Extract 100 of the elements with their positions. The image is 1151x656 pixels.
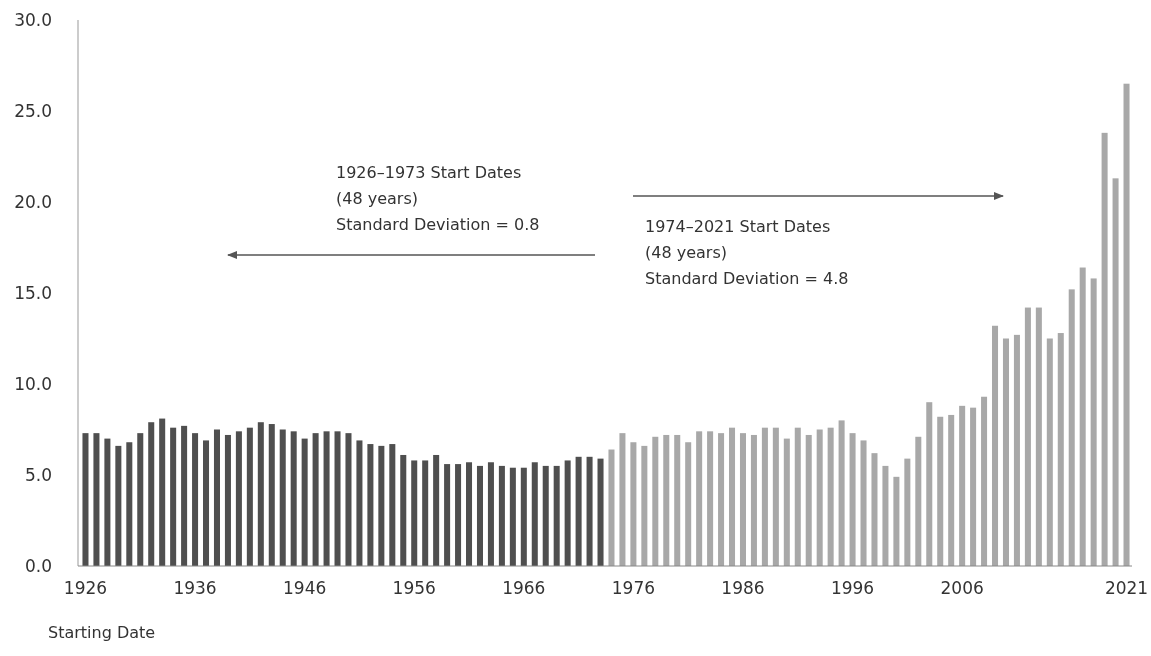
x-tick-label: 1986 <box>721 578 765 598</box>
x-tick-label: 1936 <box>173 578 217 598</box>
bar <box>246 427 253 566</box>
bar <box>805 434 812 566</box>
bar <box>992 325 999 566</box>
y-tick-label: 15.0 <box>14 282 52 303</box>
bar <box>257 422 264 566</box>
bar <box>213 429 220 566</box>
y-tick-label: 5.0 <box>24 464 52 485</box>
bar <box>564 460 571 566</box>
bar <box>1123 83 1130 566</box>
bar <box>729 427 736 566</box>
bar <box>948 414 955 566</box>
bar <box>553 465 560 566</box>
bar <box>750 434 757 566</box>
bar <box>104 438 111 566</box>
bar <box>893 476 900 566</box>
bar <box>422 460 429 566</box>
bar <box>367 444 374 566</box>
bar <box>1002 338 1009 566</box>
bar <box>93 433 100 566</box>
bar <box>411 460 418 566</box>
bar <box>455 464 462 566</box>
bar <box>739 433 746 566</box>
bar <box>542 465 549 566</box>
bar <box>466 462 473 566</box>
bar <box>663 434 670 566</box>
bar <box>334 431 341 566</box>
y-tick-label: 0.0 <box>24 555 52 576</box>
bar <box>290 431 297 566</box>
bar <box>1024 307 1031 566</box>
bar <box>1013 334 1020 566</box>
bar <box>838 420 845 566</box>
x-tick-label: 1956 <box>392 578 436 598</box>
bar <box>1090 278 1097 566</box>
bar <box>389 444 396 566</box>
bar <box>597 458 604 566</box>
bar <box>970 407 977 566</box>
bar <box>871 453 878 566</box>
bar <box>520 467 527 566</box>
x-tick-label: 1966 <box>502 578 546 598</box>
bar <box>444 464 451 566</box>
bar <box>761 427 768 566</box>
x-tick-label: 1926 <box>63 578 108 598</box>
bar <box>531 462 538 566</box>
bar <box>1079 267 1086 566</box>
y-tick-label: 10.0 <box>14 373 52 394</box>
bar <box>301 438 308 566</box>
bar <box>1068 289 1075 566</box>
bar <box>827 427 834 566</box>
bar <box>192 433 199 566</box>
bar <box>345 433 352 566</box>
bar <box>783 438 790 566</box>
y-tick-label: 30.0 <box>14 9 52 30</box>
bar <box>181 425 188 566</box>
bar <box>170 427 177 566</box>
bar <box>476 465 483 566</box>
bar <box>1101 132 1108 566</box>
bar <box>159 418 166 566</box>
x-tick-label: 2021 <box>1104 578 1149 598</box>
bar <box>433 454 440 566</box>
y-tick-label: 25.0 <box>14 100 52 121</box>
bar <box>312 433 319 566</box>
bar <box>882 465 889 566</box>
bar <box>619 433 626 566</box>
bar <box>959 405 966 566</box>
x-tick-label: 1946 <box>283 578 327 598</box>
y-tick-label: 20.0 <box>14 191 52 212</box>
bar <box>323 431 330 566</box>
bar <box>816 429 823 566</box>
bar <box>608 449 615 566</box>
annotation: 1926–1973 Start Dates (48 years) Standard Deviation = 0.8 <box>336 163 540 234</box>
bar <box>487 462 494 566</box>
bar <box>575 456 582 566</box>
bar <box>674 434 681 566</box>
bar <box>937 416 944 566</box>
bar <box>718 433 725 566</box>
bar <box>115 445 122 566</box>
bar <box>268 424 275 566</box>
bar <box>203 440 210 566</box>
x-tick-label: 2006 <box>940 578 984 598</box>
bar <box>356 440 363 566</box>
bar <box>224 434 231 566</box>
bar <box>235 431 242 566</box>
bar <box>860 440 867 566</box>
bar <box>904 458 911 566</box>
bar <box>586 456 593 566</box>
bar <box>696 431 703 566</box>
x-axis-title: Starting Date <box>48 623 156 642</box>
bar <box>1112 178 1119 566</box>
bar <box>630 442 637 566</box>
x-tick-label: 1976 <box>611 578 656 598</box>
bar <box>794 427 801 566</box>
x-tick-label: 1996 <box>830 578 875 598</box>
bar <box>652 436 659 566</box>
bar <box>915 436 922 566</box>
bar <box>137 433 144 566</box>
bar <box>509 467 516 566</box>
bar <box>926 402 933 566</box>
bar <box>685 442 692 566</box>
